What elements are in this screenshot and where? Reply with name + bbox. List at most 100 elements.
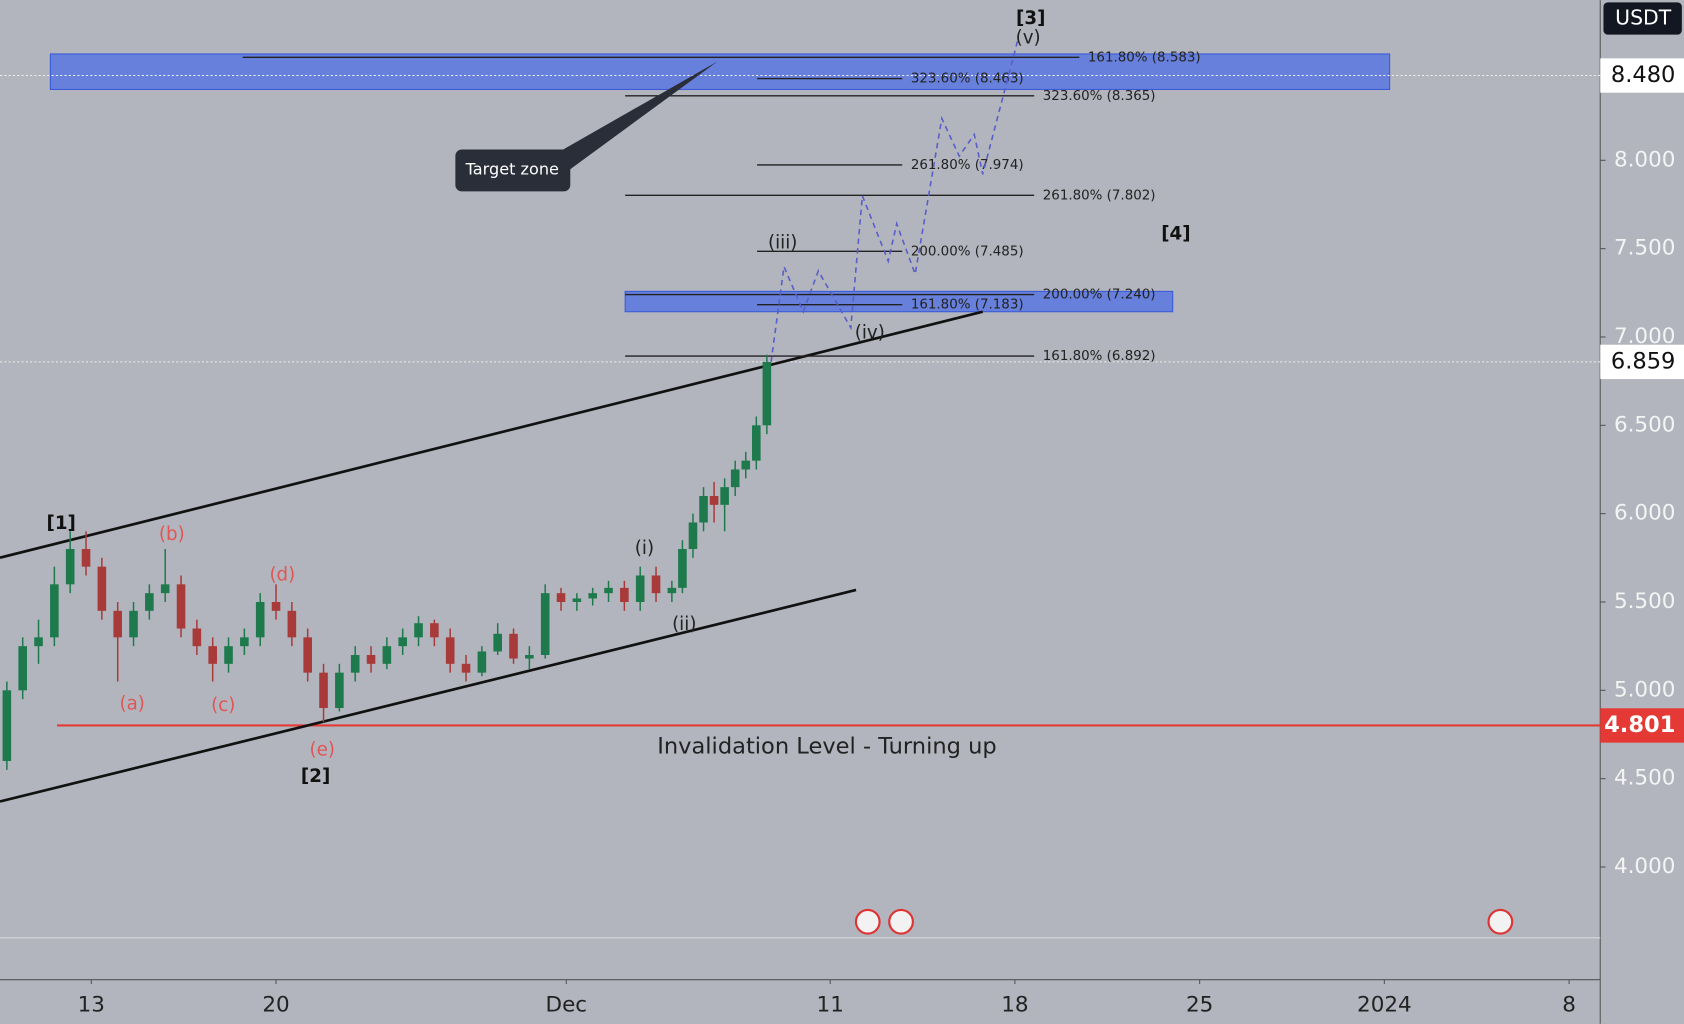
candle-body bbox=[97, 566, 107, 611]
target-zone bbox=[624, 290, 1174, 313]
candle-body bbox=[477, 651, 487, 673]
candle-body bbox=[398, 637, 407, 647]
candle-body bbox=[319, 672, 328, 708]
price-badge bbox=[1600, 58, 1684, 93]
y-tick-label: 5.000 bbox=[1614, 677, 1675, 702]
wave-label: (ii) bbox=[672, 614, 696, 635]
candle-body bbox=[129, 610, 138, 638]
x-tick-label: 25 bbox=[1186, 992, 1213, 1017]
x-tick-label: Dec bbox=[546, 992, 588, 1017]
candle-body bbox=[224, 646, 233, 664]
candle-body bbox=[303, 637, 312, 673]
candle-body bbox=[65, 548, 75, 585]
candle-body bbox=[509, 633, 518, 659]
y-tick-label: 8.000 bbox=[1614, 147, 1675, 172]
candle-body bbox=[350, 654, 360, 673]
wave-label: [2] bbox=[301, 766, 330, 787]
price-badge-label: 8.480 bbox=[1611, 62, 1676, 88]
candle-body bbox=[651, 575, 661, 594]
event-flag[interactable] bbox=[854, 908, 881, 935]
y-tick-label: 6.000 bbox=[1614, 501, 1675, 526]
y-tick-label: 4.000 bbox=[1614, 854, 1675, 879]
candle-body bbox=[113, 610, 122, 638]
candle-body bbox=[699, 495, 708, 523]
wave-label: (i) bbox=[635, 538, 654, 559]
candle-body bbox=[18, 646, 27, 691]
candle-body bbox=[160, 584, 170, 594]
y-tick-label: 4.500 bbox=[1614, 766, 1675, 791]
candle-body bbox=[50, 584, 59, 638]
candle-body bbox=[572, 598, 582, 602]
candle-body bbox=[604, 587, 613, 594]
candle-body bbox=[620, 587, 629, 602]
candle-body bbox=[430, 623, 439, 638]
projection-path bbox=[770, 38, 1019, 363]
y-tick-label: 6.500 bbox=[1614, 412, 1675, 437]
candle-body bbox=[271, 601, 281, 611]
wave-label: (d) bbox=[269, 564, 295, 585]
wave-label: [1] bbox=[47, 513, 76, 534]
x-tick-label: 2024 bbox=[1357, 992, 1412, 1017]
candle-body bbox=[493, 633, 502, 652]
candle-body bbox=[540, 593, 550, 655]
x-tick-label: 8 bbox=[1562, 992, 1576, 1017]
candle-body bbox=[678, 548, 687, 588]
candle-body bbox=[741, 460, 751, 470]
candle-body bbox=[667, 587, 677, 594]
candle-body bbox=[720, 487, 729, 505]
y-tick-label: 5.500 bbox=[1614, 589, 1675, 614]
wave-label: [4] bbox=[1161, 224, 1190, 245]
candle-body bbox=[176, 584, 186, 629]
candle-body bbox=[255, 601, 265, 638]
event-flag[interactable] bbox=[1487, 908, 1514, 935]
x-tick-label: 18 bbox=[1001, 992, 1028, 1017]
candle-body bbox=[240, 637, 249, 647]
invalidation-badge bbox=[1600, 708, 1684, 743]
wave-label: (v) bbox=[1016, 27, 1041, 48]
x-tick-label: 20 bbox=[262, 992, 289, 1017]
candle-body bbox=[192, 628, 202, 647]
candle-body bbox=[688, 522, 698, 549]
channel-line bbox=[0, 588, 857, 803]
fib-label: 161.80% (8.583) bbox=[1088, 50, 1201, 65]
candle-body bbox=[730, 469, 740, 488]
price-badge-label: 6.859 bbox=[1611, 348, 1676, 374]
candle-body bbox=[335, 672, 344, 708]
candle-body bbox=[762, 361, 772, 426]
wave-label: (e) bbox=[309, 739, 334, 760]
candle-body bbox=[461, 663, 471, 673]
event-flag[interactable] bbox=[888, 908, 914, 935]
x-tick-label: 13 bbox=[78, 992, 105, 1017]
price-badge bbox=[1600, 344, 1684, 380]
callout-label: Target zone bbox=[465, 159, 559, 178]
event-flags bbox=[854, 908, 1514, 935]
candle-body bbox=[81, 548, 91, 567]
fib-label: 161.80% (6.892) bbox=[1043, 349, 1156, 364]
fib-label: 323.60% (8.463) bbox=[911, 72, 1024, 87]
wave-label: (iii) bbox=[768, 232, 797, 253]
callout-pointer bbox=[542, 61, 718, 170]
currency-badge bbox=[1603, 2, 1682, 35]
wave-label: (iv) bbox=[855, 322, 885, 343]
invalidation-badge-label: 4.801 bbox=[1604, 712, 1675, 738]
target-zone bbox=[49, 53, 1391, 91]
candle-body bbox=[635, 575, 645, 602]
fib-label: 323.60% (8.365) bbox=[1043, 89, 1156, 104]
candle-body bbox=[445, 637, 455, 664]
x-tick-label: 11 bbox=[817, 992, 844, 1017]
fib-label: 261.80% (7.802) bbox=[1043, 188, 1156, 203]
callout-box bbox=[455, 149, 571, 192]
fib-label: 161.80% (7.183) bbox=[911, 298, 1024, 313]
fib-label: 200.00% (7.485) bbox=[911, 244, 1024, 259]
candle-body bbox=[208, 646, 217, 664]
candle-body bbox=[366, 654, 376, 664]
y-tick-label: 7.500 bbox=[1614, 236, 1675, 261]
candle-body bbox=[287, 610, 297, 638]
wave-label: (b) bbox=[159, 524, 185, 545]
fib-label: 261.80% (7.974) bbox=[911, 158, 1024, 173]
candle-body bbox=[382, 646, 392, 664]
wave-label: [3] bbox=[1016, 8, 1045, 29]
